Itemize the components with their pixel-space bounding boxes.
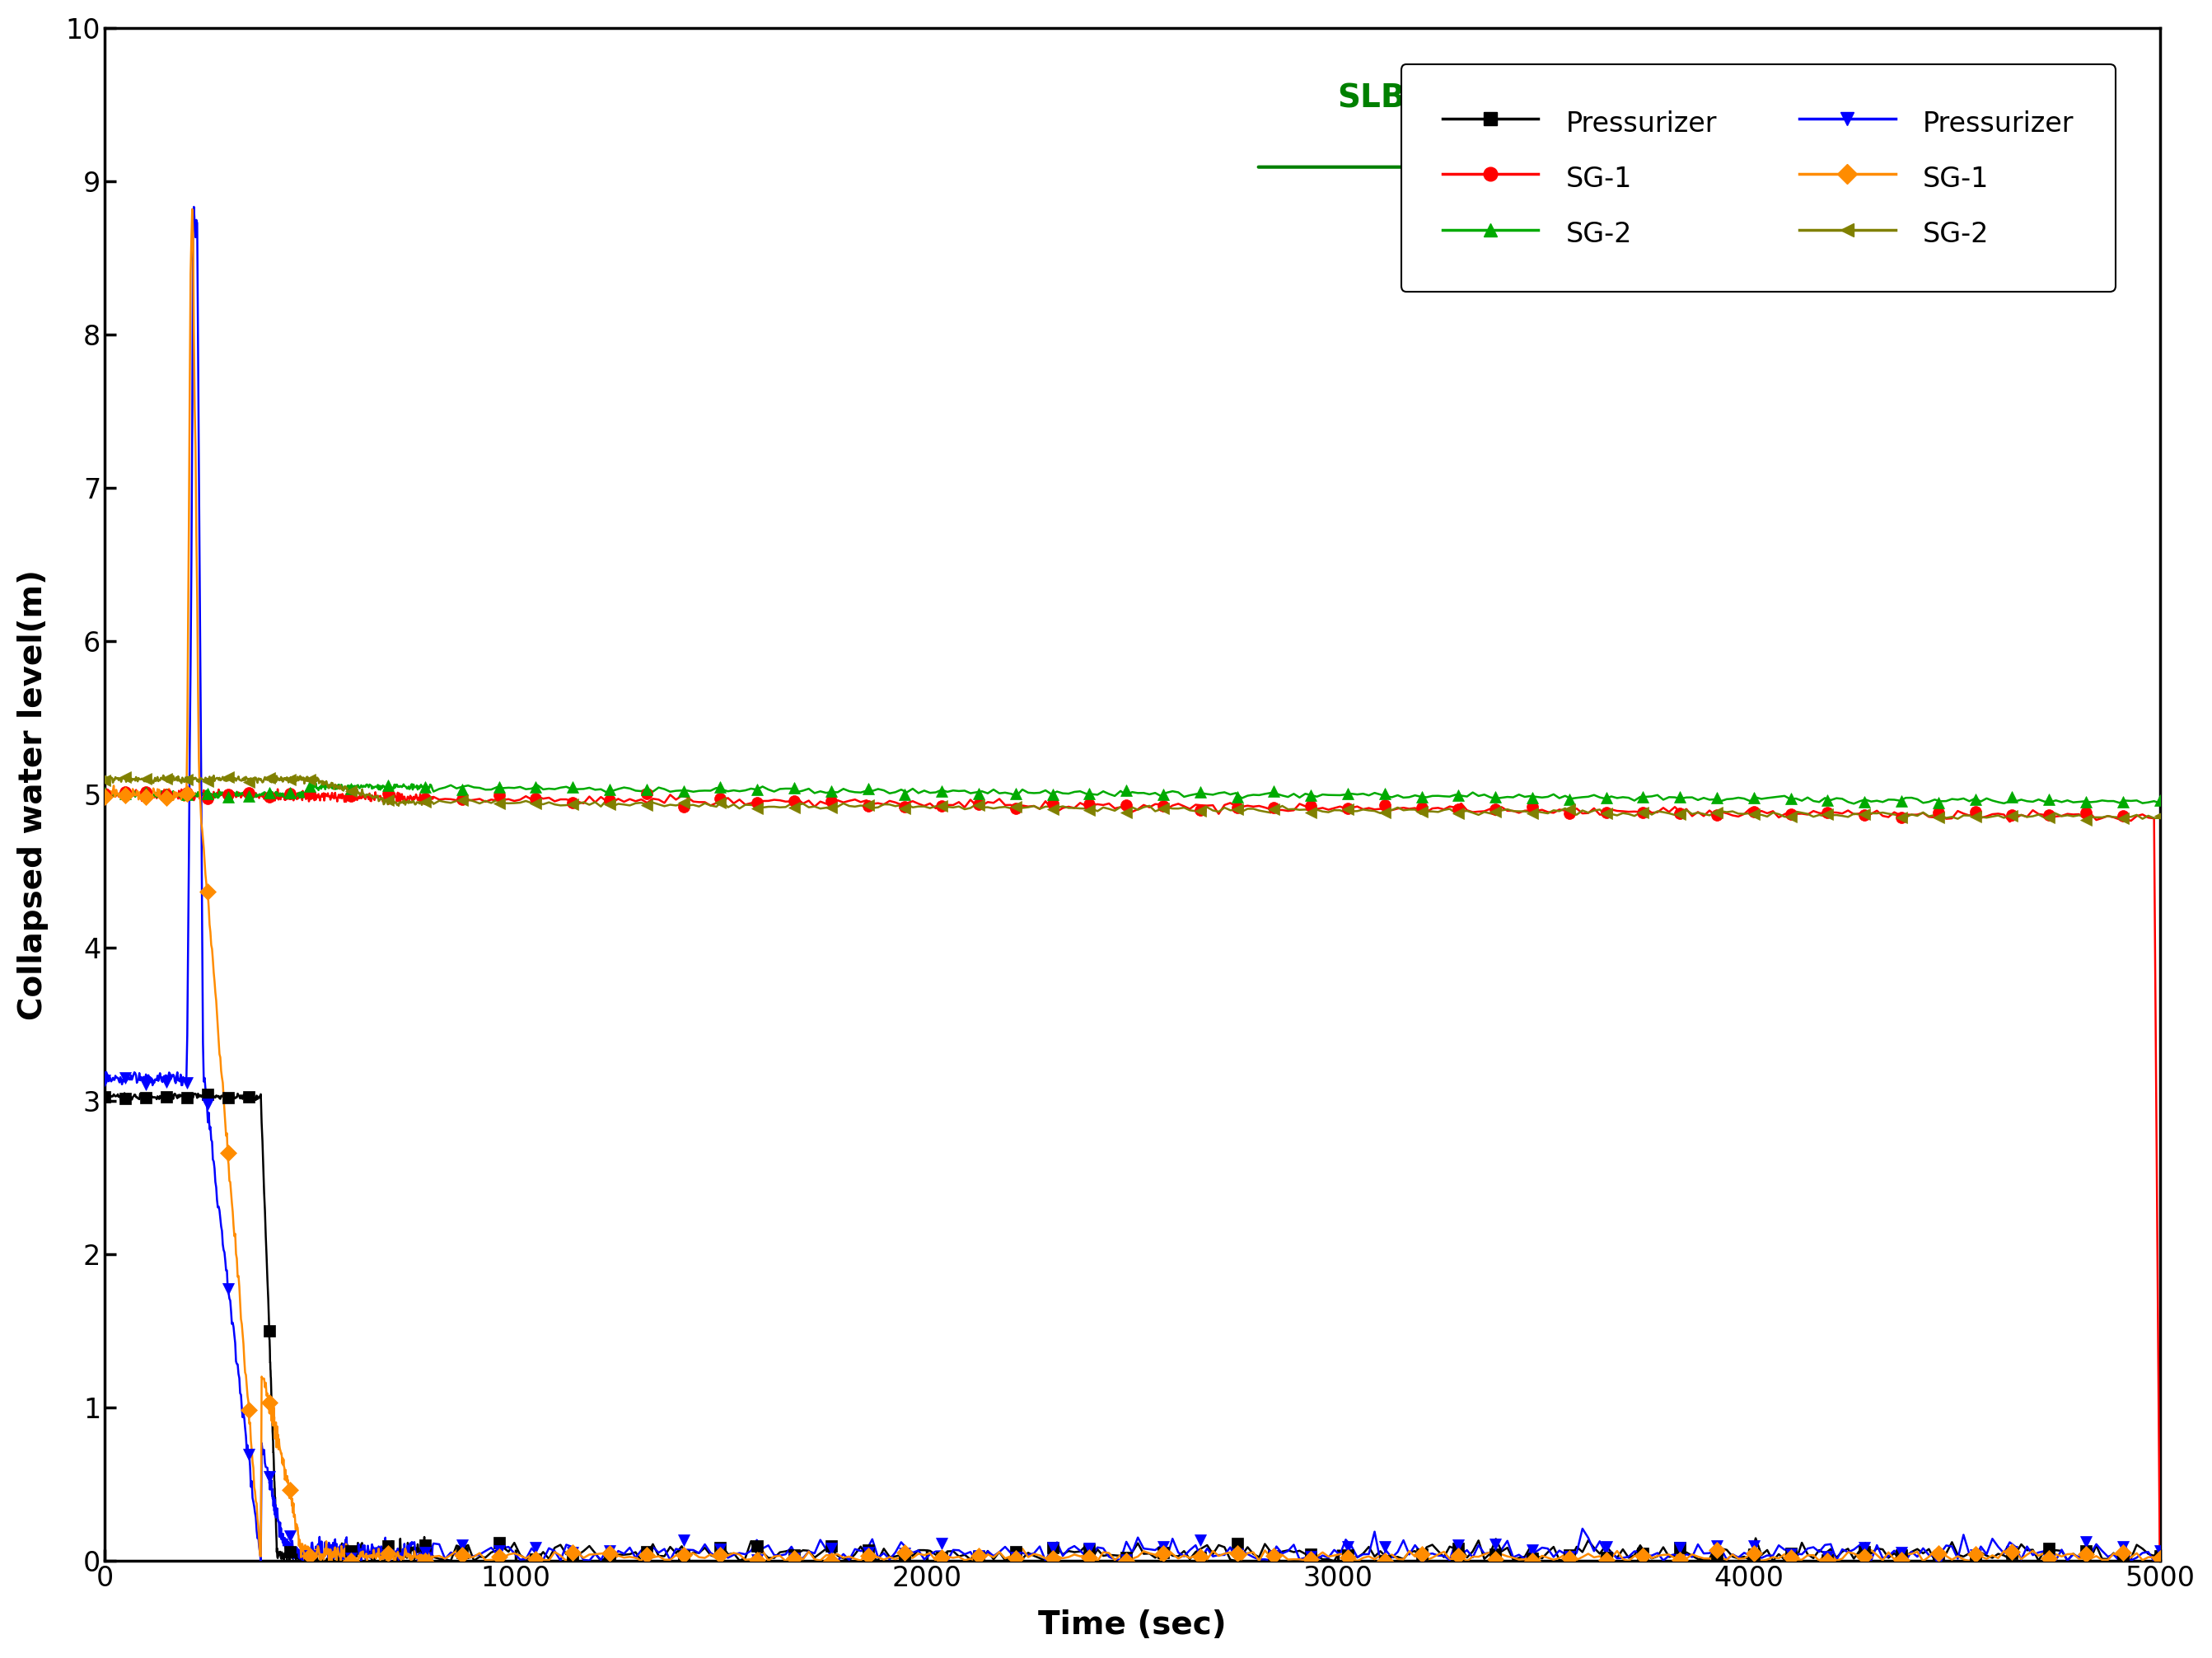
Text: SLB-SIP-02: SLB-SIP-02 <box>1765 83 1962 114</box>
X-axis label: Time (sec): Time (sec) <box>1037 1610 1225 1641</box>
Legend: Pressurizer, SG-1, SG-2, Pressurizer, SG-1, SG-2: Pressurizer, SG-1, SG-2, Pressurizer, SG… <box>1400 65 2115 292</box>
Y-axis label: Collapsed water level(m): Collapsed water level(m) <box>18 569 49 1020</box>
Text: SLB-SIP-01: SLB-SIP-01 <box>1338 83 1535 114</box>
